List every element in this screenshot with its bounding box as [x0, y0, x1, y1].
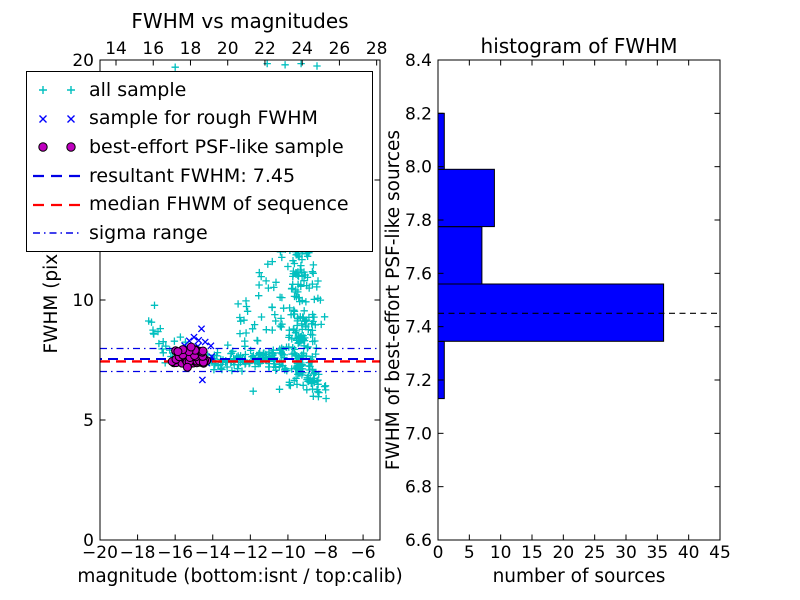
chart-text: 28 [366, 39, 388, 59]
hist-axes-frame [437, 59, 721, 541]
chart-text: 20 [553, 543, 575, 563]
chart-text: 10 [490, 543, 512, 563]
chart-text: 24 [291, 39, 313, 59]
chart-text: 45 [709, 543, 731, 563]
chart-text: 7.6 [405, 264, 432, 284]
chart-text: 6.8 [405, 478, 432, 498]
chart-text: −12 [232, 543, 268, 563]
chart-text: 8.4 [405, 51, 432, 71]
legend-label: sigma range [89, 221, 208, 244]
legend-item: resultant FWHM: 7.45 [31, 162, 372, 191]
hist-bar [437, 112, 445, 170]
legend-item: median FHWM of sequence [31, 190, 372, 219]
chart-text: −16 [157, 543, 193, 563]
hist-ylabel: FWHM of best-effort PSF-like sources [383, 130, 404, 470]
chart-text: 7.0 [405, 424, 432, 444]
legend-item: sample for rough FWHM [31, 105, 372, 134]
legend-label: all sample [89, 78, 187, 101]
scatter-ticks [99, 59, 380, 541]
chart-text: 5 [83, 411, 94, 431]
chart-text: 25 [584, 543, 606, 563]
hist-bar [437, 340, 445, 400]
chart-text: 26 [329, 39, 351, 59]
dashes-marker-icon [31, 165, 83, 187]
chart-text: 0 [433, 543, 444, 563]
chart-text: −6 [351, 543, 376, 563]
chart-text: 8.2 [405, 104, 432, 124]
chart-text: 30 [615, 543, 637, 563]
psf-sample-points [167, 342, 212, 372]
chart-text: 20 [72, 51, 94, 71]
legend-item: all sample [31, 76, 372, 105]
chart-text: 16 [142, 39, 164, 59]
chart-text: 5 [464, 543, 475, 563]
hist-title: histogram of FWHM [481, 34, 678, 58]
legend-label: median FHWM of sequence [89, 193, 349, 216]
legend-item: sigma range [31, 219, 372, 248]
chart-text: 18 [180, 39, 202, 59]
chart-text: −8 [313, 543, 338, 563]
hist-bar [437, 168, 495, 228]
chart-text: 0 [83, 531, 94, 551]
chart-text: 40 [678, 543, 700, 563]
all-sample-points [145, 60, 330, 403]
hist-xlabel: number of sources [493, 566, 666, 587]
legend-label: resultant FWHM: 7.45 [89, 164, 296, 187]
legend-label: best-effort PSF-like sample [89, 135, 344, 158]
plus-marker-icon [31, 79, 83, 101]
chart-text: −18 [120, 543, 156, 563]
chart-text: 15 [521, 543, 543, 563]
cross-marker-icon [31, 108, 83, 130]
chart-text: 8.0 [405, 158, 432, 178]
chart-text: −10 [270, 543, 306, 563]
chart-text: 14 [105, 39, 127, 59]
chart-text: 7.4 [405, 318, 432, 338]
chart-text: 35 [647, 543, 669, 563]
chart-text: 20 [217, 39, 239, 59]
legend-label: sample for rough FWHM [89, 107, 318, 130]
scatter-xlabel: magnitude (bottom:isnt / top:calib) [77, 566, 402, 587]
chart-text: −14 [195, 543, 231, 563]
chart-text: 22 [254, 39, 276, 59]
dot-marker-icon [31, 136, 83, 158]
chart-text: 6.6 [405, 531, 432, 551]
hist-ticks [437, 59, 721, 541]
scatter-ylabel: FWHM (pix) [41, 247, 62, 354]
chart-text: 7.2 [405, 371, 432, 391]
dashes-marker-icon [31, 194, 83, 216]
chart-text: 7.8 [405, 211, 432, 231]
chart-text: 10 [72, 291, 94, 311]
hist-bar [437, 226, 483, 285]
hist-bar [437, 283, 665, 342]
scatter-content [100, 60, 380, 403]
dashdot-marker-icon [31, 222, 83, 244]
legend-item: best-effort PSF-like sample [31, 133, 372, 162]
chart-text: −20 [82, 543, 118, 563]
scatter-title: FWHM vs magnitudes [131, 9, 348, 33]
legend: all sample sample for rough FWHM best-effo… [26, 71, 373, 252]
